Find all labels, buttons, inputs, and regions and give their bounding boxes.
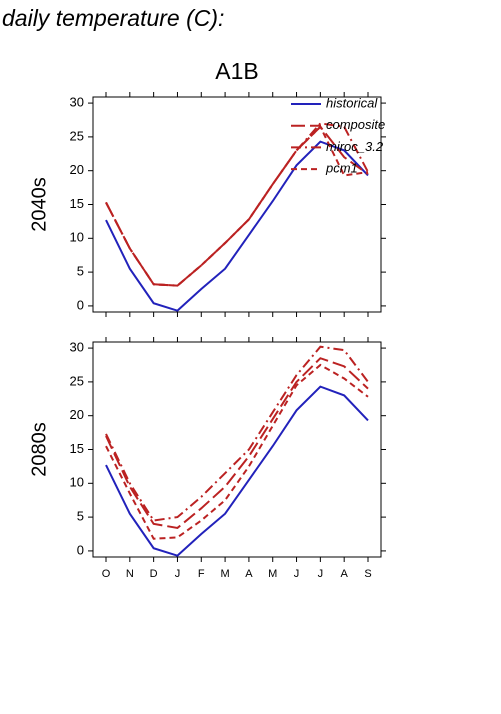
- series-line: [105, 140, 369, 312]
- y-tick-label: 10: [70, 230, 84, 245]
- y-tick-label: 10: [70, 475, 84, 490]
- x-tick-label: O: [102, 568, 111, 580]
- y-tick-label: 25: [70, 373, 84, 388]
- y-axis-label: 2040s: [28, 177, 50, 232]
- x-tick-label: D: [150, 568, 158, 580]
- y-tick-label: 30: [70, 340, 84, 355]
- y-tick-label: 20: [70, 162, 84, 177]
- y-tick-label: 20: [70, 407, 84, 422]
- series-line: [105, 363, 369, 540]
- x-tick-label: F: [198, 568, 205, 580]
- x-tick-label: A: [341, 568, 349, 580]
- chart-title: A1B: [215, 58, 258, 84]
- heading: daily temperature (C):: [2, 5, 224, 31]
- x-tick-label: A: [245, 568, 253, 580]
- y-tick-label: 5: [77, 264, 84, 279]
- legend-label: historical: [326, 95, 378, 110]
- series-line: [105, 385, 369, 557]
- y-tick-label: 25: [70, 128, 84, 143]
- y-tick-label: 30: [70, 95, 84, 110]
- y-tick-label: 15: [70, 196, 84, 211]
- series-line: [105, 345, 369, 522]
- x-tick-label: J: [175, 568, 181, 580]
- series-line: [105, 357, 369, 529]
- x-tick-label: N: [126, 568, 134, 580]
- y-tick-label: 0: [77, 542, 84, 557]
- y-tick-label: 5: [77, 509, 84, 524]
- y-tick-label: 15: [70, 441, 84, 456]
- series-line: [105, 122, 369, 287]
- x-tick-label: J: [294, 568, 300, 580]
- x-tick-label: M: [221, 568, 230, 580]
- legend-label: pcm1: [325, 161, 358, 176]
- x-tick-label: J: [318, 568, 324, 580]
- x-tick-label: M: [268, 568, 277, 580]
- y-tick-label: 0: [77, 297, 84, 312]
- legend-label: composite: [326, 117, 385, 132]
- y-axis-label: 2080s: [28, 422, 50, 477]
- legend-label: miroc_3.2: [326, 139, 384, 154]
- series-line: [105, 125, 369, 287]
- x-tick-label: S: [364, 568, 371, 580]
